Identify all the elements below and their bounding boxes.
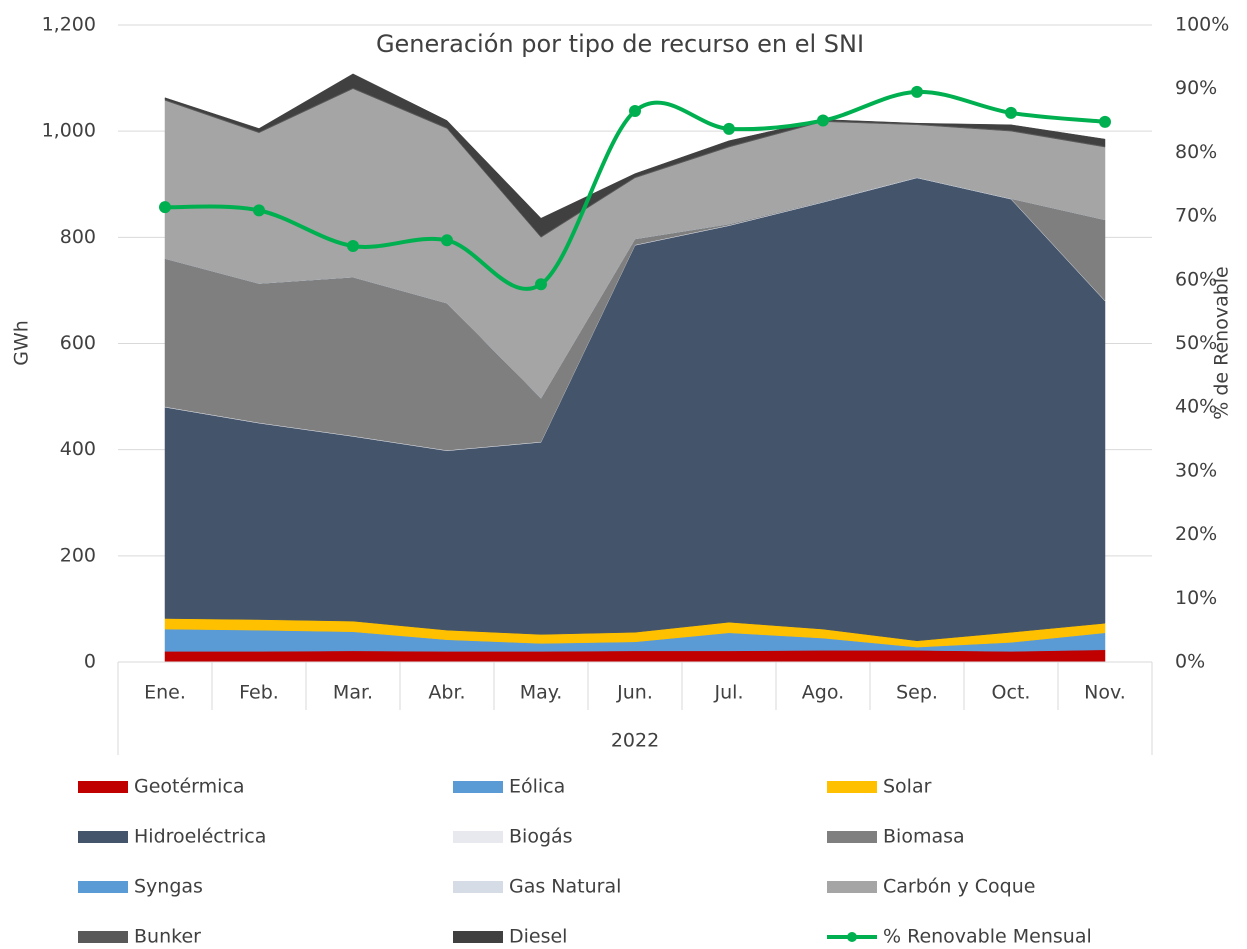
line-marker <box>629 104 641 117</box>
legend-label: Carbón y Coque <box>883 876 1035 898</box>
y2-tick-label: 80% <box>1175 141 1217 163</box>
x-tick-label: Ene. <box>144 682 186 704</box>
x-tick-label: Abr. <box>428 682 465 704</box>
y-tick-label: 600 <box>60 332 96 354</box>
legend-marker <box>847 932 857 942</box>
y2-tick-label: 10% <box>1175 587 1217 609</box>
legend-label: Eólica <box>509 776 565 798</box>
line-marker <box>347 240 359 253</box>
y-tick-label: 0 <box>84 651 96 673</box>
line-marker <box>1005 106 1017 119</box>
legend-label: Bunker <box>134 926 201 948</box>
legend-swatch <box>78 831 128 843</box>
y-tick-label: 800 <box>60 226 96 248</box>
line-marker <box>441 234 453 247</box>
line-marker <box>535 278 547 291</box>
legend-label: Syngas <box>134 876 203 898</box>
x-tick-label: Ago. <box>802 682 844 704</box>
y2-axis-label: % de Renovable <box>1211 266 1233 420</box>
x-tick-label: Feb. <box>239 682 279 704</box>
y2-tick-label: 100% <box>1175 14 1229 36</box>
y-tick-label: 1,000 <box>42 120 96 142</box>
y-tick-label: 200 <box>60 544 96 566</box>
legend-swatch <box>827 781 877 793</box>
legend-label: Hidroeléctrica <box>134 826 266 848</box>
legend-swatch <box>453 781 503 793</box>
x-tick-label: Mar. <box>333 682 373 704</box>
y2-tick-label: 70% <box>1175 205 1217 227</box>
legend-swatch <box>78 881 128 893</box>
y2-tick-label: 90% <box>1175 77 1217 99</box>
legend-swatch <box>827 881 877 893</box>
chart-title: Generación por tipo de recurso en el SNI <box>376 30 864 58</box>
legend-label: Biogás <box>509 826 573 848</box>
x-tick-label: May. <box>520 682 563 704</box>
legend-label: Biomasa <box>883 826 965 848</box>
line-marker <box>817 114 829 127</box>
y2-tick-label: 30% <box>1175 459 1217 481</box>
y-axis-label: GWh <box>11 320 33 366</box>
y2-tick-label: 20% <box>1175 523 1217 545</box>
legend-swatch <box>78 781 128 793</box>
legend-label: Solar <box>883 776 932 798</box>
x-group-label: 2022 <box>611 730 659 752</box>
y2-tick-label: 50% <box>1175 332 1217 354</box>
line <box>164 89 1106 291</box>
y2-tick-label: 40% <box>1175 396 1217 418</box>
legend-label: % Renovable Mensual <box>883 926 1092 948</box>
line-marker <box>1099 115 1111 128</box>
legend-swatch <box>453 831 503 843</box>
legend-swatch <box>78 931 128 943</box>
legend-swatch <box>453 931 503 943</box>
x-tick-label: Oct. <box>992 682 1031 704</box>
y-tick-label: 400 <box>60 438 96 460</box>
y2-tick-label: 60% <box>1175 268 1217 290</box>
x-tick-label: Sep. <box>896 682 938 704</box>
x-tick-label: Jul. <box>714 682 744 704</box>
x-tick-label: Jun. <box>616 682 653 704</box>
line-marker <box>723 122 735 135</box>
legend-swatch <box>453 881 503 893</box>
legend-label: Geotérmica <box>134 776 245 798</box>
legend-label: Diesel <box>509 926 567 948</box>
line-marker <box>159 201 171 214</box>
x-tick-label: Nov. <box>1084 682 1126 704</box>
area <box>164 649 1106 663</box>
legend-swatch <box>827 831 877 843</box>
legend-label: Gas Natural <box>509 876 621 898</box>
y-tick-label: 1,200 <box>42 14 96 36</box>
line-marker <box>911 85 923 98</box>
line-marker <box>253 204 265 217</box>
area <box>164 73 1106 237</box>
y2-tick-label: 0% <box>1175 651 1205 673</box>
